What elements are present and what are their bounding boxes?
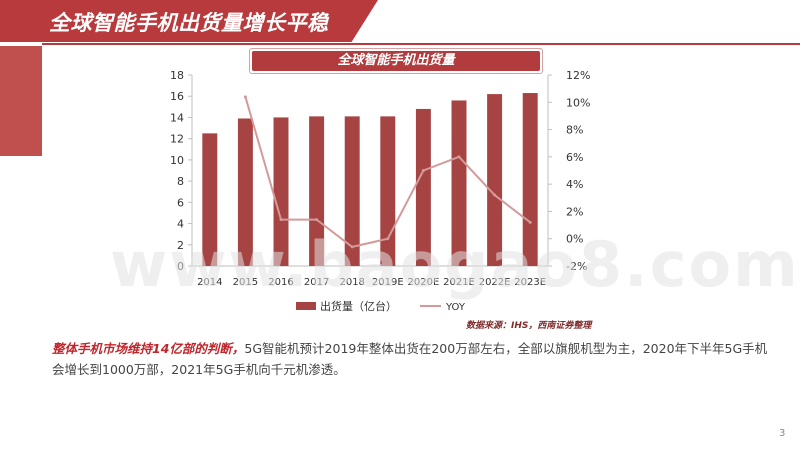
yoy-point-2023E xyxy=(528,220,532,224)
y-left-tick-label: 14 xyxy=(170,111,184,124)
x-tick-label: 2023E xyxy=(514,277,546,288)
bar-2023E xyxy=(522,93,538,267)
y-left-tick-label: 12 xyxy=(170,133,184,146)
y-right-tick-label: 6% xyxy=(566,151,583,164)
bar-2016 xyxy=(273,117,289,266)
watermark: www.baogao8.com xyxy=(110,228,800,301)
x-tick-label: 2015 xyxy=(233,277,258,288)
bar-2022E xyxy=(487,94,503,266)
y-right-tick-label: 8% xyxy=(566,124,583,137)
legend-bar-swatch xyxy=(296,302,316,310)
x-tick-label: 2019E xyxy=(372,277,404,288)
yoy-point-2017 xyxy=(315,218,319,222)
legend-bar-label: 出货量（亿台） xyxy=(320,299,397,313)
x-tick-label: 2022E xyxy=(479,277,511,288)
chart-title-banner: 全球智能手机出货量 xyxy=(249,48,543,74)
x-tick-label: 2018 xyxy=(339,277,364,288)
y-right-tick-label: 10% xyxy=(566,96,590,109)
chart-title: 全球智能手机出货量 xyxy=(252,51,540,71)
y-left-tick-label: 0 xyxy=(177,260,184,273)
title-divider xyxy=(42,43,800,45)
bar-2014 xyxy=(202,133,218,266)
x-tick-label: 2017 xyxy=(304,277,329,288)
yoy-point-2021E xyxy=(457,155,461,159)
bar-2017 xyxy=(309,116,325,266)
side-accent-block xyxy=(0,46,42,156)
body-lead: 整体手机市场维持14亿部的判断， xyxy=(52,341,245,356)
data-source-note: 数据来源：IHS，西南证券整理 xyxy=(466,321,592,331)
bar-2019E xyxy=(380,116,396,266)
y-left-tick-label: 4 xyxy=(177,218,184,231)
y-right-tick-label: 2% xyxy=(566,205,583,218)
page-number: 3 xyxy=(779,428,786,439)
yoy-point-2022E xyxy=(493,193,497,197)
y-left-tick-label: 18 xyxy=(170,69,184,82)
y-right-tick-label: -2% xyxy=(566,260,587,273)
x-tick-label: 2021E xyxy=(443,277,475,288)
body-text: 5G智能机预计2019年整体出货在200万部左右，全部以旗舰机型为主，2020年… xyxy=(52,341,768,377)
bar-2018 xyxy=(344,116,360,266)
yoy-point-2019E xyxy=(386,237,390,241)
y-left-tick-label: 8 xyxy=(177,175,184,188)
x-tick-label: 2014 xyxy=(197,277,222,288)
x-tick-label: 2020E xyxy=(408,277,440,288)
y-right-tick-label: 4% xyxy=(566,178,583,191)
body-paragraph: 整体手机市场维持14亿部的判断，5G智能机预计2019年整体出货在200万部左右… xyxy=(52,338,772,380)
yoy-point-2020E xyxy=(421,169,425,172)
bar-2021E xyxy=(451,100,467,266)
y-left-tick-label: 2 xyxy=(177,239,184,252)
y-right-tick-label: 12% xyxy=(566,69,590,82)
title-bar xyxy=(0,0,378,42)
bar-2015 xyxy=(237,118,253,266)
x-tick-label: 2016 xyxy=(268,277,293,288)
page-title: 全球智能手机出货量增长平稳 xyxy=(49,11,329,35)
yoy-point-2016 xyxy=(279,218,283,222)
yoy-point-2015 xyxy=(243,95,247,99)
y-right-tick-label: 0% xyxy=(566,233,583,246)
y-left-tick-label: 16 xyxy=(170,90,184,103)
legend-line-label: YOY xyxy=(445,302,466,313)
y-left-tick-label: 10 xyxy=(170,154,184,167)
bar-2020E xyxy=(415,108,431,266)
yoy-point-2018 xyxy=(350,245,354,249)
y-left-tick-label: 6 xyxy=(177,196,184,209)
